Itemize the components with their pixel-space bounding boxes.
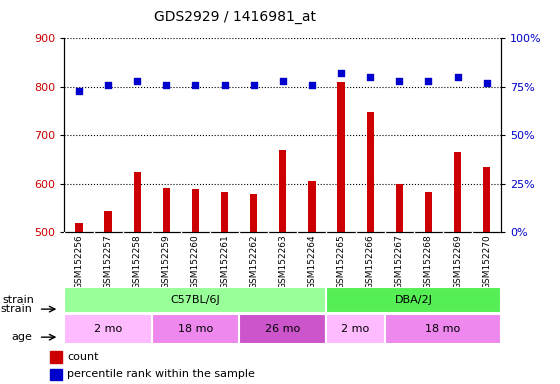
- Bar: [152, 314, 239, 344]
- Bar: [250, 194, 257, 232]
- Bar: [279, 150, 286, 232]
- Text: GSM152270: GSM152270: [482, 234, 491, 289]
- Text: 18 mo: 18 mo: [426, 324, 460, 334]
- Point: [162, 82, 171, 88]
- Bar: [221, 192, 228, 232]
- Text: 26 mo: 26 mo: [265, 324, 300, 334]
- Point: [191, 82, 200, 88]
- Point: [278, 78, 287, 84]
- Text: age: age: [11, 332, 32, 342]
- Point: [249, 82, 258, 88]
- Point: [395, 78, 404, 84]
- Text: GSM152263: GSM152263: [278, 234, 287, 289]
- Text: count: count: [68, 352, 99, 362]
- Bar: [75, 223, 83, 232]
- Text: GSM152259: GSM152259: [162, 234, 171, 289]
- Bar: [192, 189, 199, 232]
- Bar: [50, 351, 63, 363]
- Bar: [308, 181, 315, 232]
- Text: strain: strain: [1, 304, 32, 314]
- Point: [220, 82, 229, 88]
- Point: [482, 80, 491, 86]
- Bar: [104, 210, 111, 232]
- Point: [337, 70, 346, 76]
- Text: GSM152265: GSM152265: [337, 234, 346, 289]
- Point: [74, 88, 83, 94]
- Text: strain: strain: [3, 295, 35, 305]
- Text: GSM152267: GSM152267: [395, 234, 404, 289]
- Text: 18 mo: 18 mo: [178, 324, 213, 334]
- Bar: [385, 314, 501, 344]
- Bar: [366, 112, 374, 232]
- Text: GSM152268: GSM152268: [424, 234, 433, 289]
- Text: GSM152262: GSM152262: [249, 234, 258, 288]
- Text: GSM152269: GSM152269: [453, 234, 462, 289]
- Text: GSM152257: GSM152257: [104, 234, 113, 289]
- Bar: [64, 314, 152, 344]
- Text: GSM152264: GSM152264: [307, 234, 316, 288]
- Bar: [483, 167, 491, 232]
- Bar: [326, 314, 385, 344]
- Text: GDS2929 / 1416981_at: GDS2929 / 1416981_at: [154, 10, 316, 23]
- Text: GSM152258: GSM152258: [133, 234, 142, 289]
- Text: 2 mo: 2 mo: [94, 324, 122, 334]
- Bar: [454, 152, 461, 232]
- Text: GSM152260: GSM152260: [191, 234, 200, 289]
- Text: C57BL/6J: C57BL/6J: [171, 295, 220, 305]
- Bar: [326, 287, 501, 313]
- Bar: [162, 188, 170, 232]
- Point: [104, 82, 113, 88]
- Bar: [64, 287, 326, 313]
- Text: percentile rank within the sample: percentile rank within the sample: [68, 369, 255, 379]
- Point: [453, 74, 462, 80]
- Text: GSM152266: GSM152266: [366, 234, 375, 289]
- Point: [366, 74, 375, 80]
- Bar: [50, 369, 63, 380]
- Bar: [424, 192, 432, 232]
- Text: GSM152261: GSM152261: [220, 234, 229, 289]
- Text: GSM152256: GSM152256: [74, 234, 83, 289]
- Text: DBA/2J: DBA/2J: [395, 295, 433, 305]
- Point: [133, 78, 142, 84]
- Bar: [395, 184, 403, 232]
- Bar: [239, 314, 326, 344]
- Text: 2 mo: 2 mo: [342, 324, 370, 334]
- Bar: [337, 82, 344, 232]
- Point: [424, 78, 433, 84]
- Bar: [133, 172, 141, 232]
- Point: [307, 82, 316, 88]
